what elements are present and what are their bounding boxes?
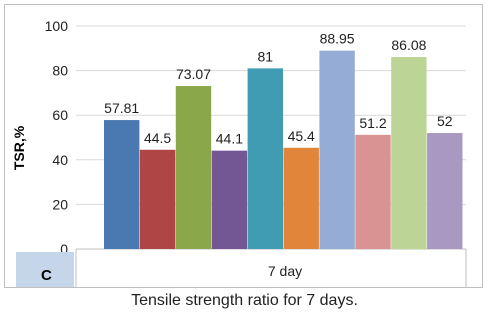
y-tick-label: 20 xyxy=(52,196,68,212)
bar xyxy=(104,120,140,249)
bar xyxy=(247,68,283,250)
data-label: 51.2 xyxy=(359,115,386,131)
y-tick-labels: 0 20 40 60 80 100 xyxy=(45,18,69,257)
data-label: 52 xyxy=(437,113,453,129)
figure-caption: Tensile strength ratio for 7 days. xyxy=(131,292,358,309)
data-label: 44.1 xyxy=(216,131,243,147)
data-label: 45.4 xyxy=(288,128,315,144)
panel-label-box xyxy=(16,252,74,287)
data-labels: 57.81 44.5 73.07 44.1 81 45.4 88.95 51.2 86.08 52 xyxy=(104,31,453,147)
bar xyxy=(283,147,319,249)
bar xyxy=(427,133,463,249)
y-tick-label: 40 xyxy=(52,152,68,168)
panel-label: C xyxy=(41,267,52,284)
x-tick-label: 7 day xyxy=(268,263,302,279)
data-label: 88.95 xyxy=(320,31,355,47)
bar xyxy=(139,149,176,249)
y-tick-label: 100 xyxy=(45,18,69,34)
bar xyxy=(211,150,248,249)
y-tick-label: 60 xyxy=(52,107,68,123)
data-label: 81 xyxy=(258,48,274,64)
y-tick-label: 80 xyxy=(52,63,68,79)
bar xyxy=(355,134,391,249)
data-label: 73.07 xyxy=(176,66,211,82)
bar xyxy=(319,50,355,249)
bar xyxy=(391,57,427,249)
data-label: 57.81 xyxy=(104,100,139,116)
data-label: 86.08 xyxy=(391,37,426,53)
bar xyxy=(175,86,212,249)
bars xyxy=(104,50,463,250)
tsr-bar-chart: 0 20 40 60 80 100 57.81 44.5 73.07 44.1 81 45.4 88.… xyxy=(4,4,483,288)
y-tick-label: 0 xyxy=(60,241,68,257)
y-axis-label: TSR,% xyxy=(11,125,27,170)
data-label: 44.5 xyxy=(144,130,171,146)
